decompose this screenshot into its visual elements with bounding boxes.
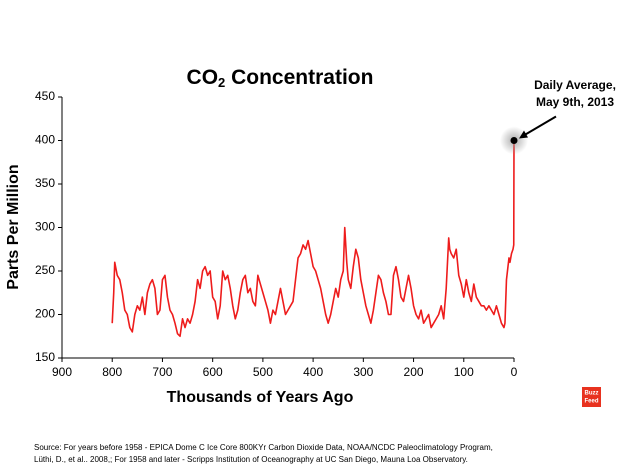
x-tick-label: 200 xyxy=(404,365,424,379)
x-tick-label: 100 xyxy=(454,365,474,379)
source-note: Source: For years before 1958 - EPICA Do… xyxy=(34,443,493,452)
x-tick-label: 300 xyxy=(353,365,373,379)
annotation-arrow xyxy=(521,115,557,138)
annotation-text: Daily Average, xyxy=(534,78,616,92)
data-line xyxy=(111,140,515,338)
x-tick-label: 800 xyxy=(102,365,122,379)
x-tick-label: 500 xyxy=(253,365,273,379)
y-tick-label: 300 xyxy=(35,220,55,234)
y-tick-label: 400 xyxy=(35,133,55,147)
x-tick-label: 700 xyxy=(152,365,172,379)
logo-text: Feed xyxy=(584,399,598,405)
annotation-text: May 9th, 2013 xyxy=(536,95,614,109)
x-axis-label: Thousands of Years Ago xyxy=(167,389,354,406)
source-note: Lüthi, D., et al.. 2008,; For 1958 and l… xyxy=(34,455,468,464)
x-tick-label: 0 xyxy=(511,365,518,379)
logo xyxy=(582,387,601,407)
y-tick-label: 200 xyxy=(35,307,55,321)
x-tick-label: 400 xyxy=(303,365,323,379)
y-tick-label: 350 xyxy=(35,176,55,190)
logo-text: Buzz xyxy=(585,391,599,397)
x-tick-label: 900 xyxy=(52,365,72,379)
highlight-point xyxy=(510,137,518,144)
y-tick-label: 250 xyxy=(35,263,55,277)
chart-title: CO2 Concentration xyxy=(187,66,374,91)
annotation-arrowhead xyxy=(519,130,528,139)
x-tick-label: 600 xyxy=(203,365,223,379)
y-axis-label: Parts Per Million xyxy=(5,164,22,289)
y-tick-label: 450 xyxy=(35,89,55,103)
y-tick-label: 150 xyxy=(35,350,55,364)
